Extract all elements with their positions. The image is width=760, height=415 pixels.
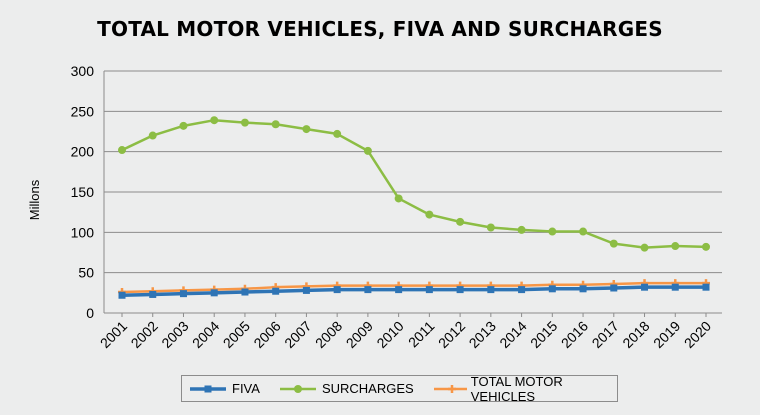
legend-label: TOTAL MOTOR VEHICLES (470, 373, 563, 404)
x-tick-label: 2007 (281, 318, 314, 351)
x-tick-label: 2014 (496, 318, 529, 351)
data-point (702, 242, 710, 251)
x-tick-label: 2018 (619, 318, 652, 351)
data-point (640, 243, 649, 252)
x-tick-label: 2015 (527, 318, 560, 351)
x-tick-label: 2017 (589, 318, 622, 351)
legend-item-surcharges: SURCHARGES (278, 381, 414, 396)
data-point (548, 285, 556, 293)
data-point (241, 288, 249, 296)
data-point (548, 227, 557, 236)
legend: FIVA SURCHARGES TOTAL MOTOR VEHICLES (181, 374, 618, 404)
y-tick-labels: 0 50 100 150 200 250 300 (71, 63, 95, 321)
data-point (487, 286, 495, 294)
series-line (121, 285, 706, 298)
legend-swatch (433, 384, 467, 393)
data-point (364, 286, 372, 294)
x-tick-label: 2003 (158, 318, 191, 351)
y-tick-label: 200 (71, 144, 95, 160)
x-tick-label: 2013 (466, 318, 499, 351)
x-tick-label: 2016 (558, 318, 591, 351)
x-tick-label: 2004 (189, 318, 222, 351)
legend-item-fiva: FIVA (188, 381, 260, 396)
x-tick-label: 2011 (405, 318, 438, 351)
legend-label: SURCHARGES (321, 381, 414, 396)
legend-label: FIVA (232, 381, 260, 396)
y-tick-label: 250 (71, 103, 95, 119)
data-point (517, 225, 526, 234)
series-line (121, 281, 706, 294)
legend-swatch (279, 384, 316, 393)
data-point (210, 116, 219, 125)
y-tick-label: 300 (71, 63, 95, 79)
data-point (702, 283, 710, 291)
data-point (671, 242, 680, 251)
series-line (121, 118, 707, 249)
data-point (610, 284, 618, 292)
x-tick-label: 2005 (220, 318, 253, 351)
data-point (486, 223, 495, 232)
data-point (333, 286, 341, 294)
data-point (579, 285, 587, 293)
series-fiva (118, 283, 710, 299)
data-point (456, 217, 465, 226)
data-point (179, 290, 187, 298)
data-point (394, 194, 403, 203)
data-point (302, 125, 311, 134)
data-point (363, 146, 372, 155)
x-tick-label: 2006 (250, 318, 283, 351)
x-tick-label: 2002 (128, 318, 161, 351)
data-point (425, 210, 434, 219)
series-lines (118, 116, 710, 299)
legend-swatch (190, 385, 226, 392)
gridlines (103, 70, 722, 314)
x-tick-label: 2001 (97, 318, 130, 351)
y-tick-label: 100 (71, 224, 95, 240)
data-point (395, 286, 403, 294)
x-tick-label: 2010 (373, 318, 406, 351)
data-point (271, 120, 280, 129)
data-point (456, 286, 464, 294)
data-point (425, 286, 433, 294)
data-point (671, 283, 679, 291)
y-tick-label: 150 (71, 184, 95, 200)
data-point (333, 129, 342, 138)
y-tick-label: 0 (86, 305, 94, 321)
data-point (210, 289, 218, 297)
data-point (518, 286, 526, 294)
x-tick-labels: 2001200220032004200520062007200820092010… (97, 313, 714, 351)
legend-item-total-motor-vehicles: TOTAL MOTOR VEHICLES (432, 374, 611, 404)
data-point (118, 146, 126, 155)
data-point (579, 227, 588, 236)
data-point (179, 121, 188, 130)
data-point (149, 290, 157, 298)
data-point (302, 286, 310, 294)
x-tick-label: 2012 (435, 318, 468, 351)
x-tick-label: 2008 (312, 318, 345, 351)
x-tick-label: 2020 (681, 318, 714, 351)
data-point (272, 287, 280, 295)
data-point (609, 239, 618, 248)
data-point (148, 131, 157, 140)
chart-title: TOTAL MOTOR VEHICLES, FIVA AND SURCHARGE… (97, 17, 663, 41)
data-point (641, 283, 649, 291)
data-point (240, 118, 249, 127)
x-tick-label: 2009 (343, 318, 376, 351)
series-surcharges (118, 116, 710, 252)
y-tick-label: 50 (78, 265, 94, 281)
x-tick-label: 2019 (650, 318, 683, 351)
data-point (118, 291, 126, 299)
